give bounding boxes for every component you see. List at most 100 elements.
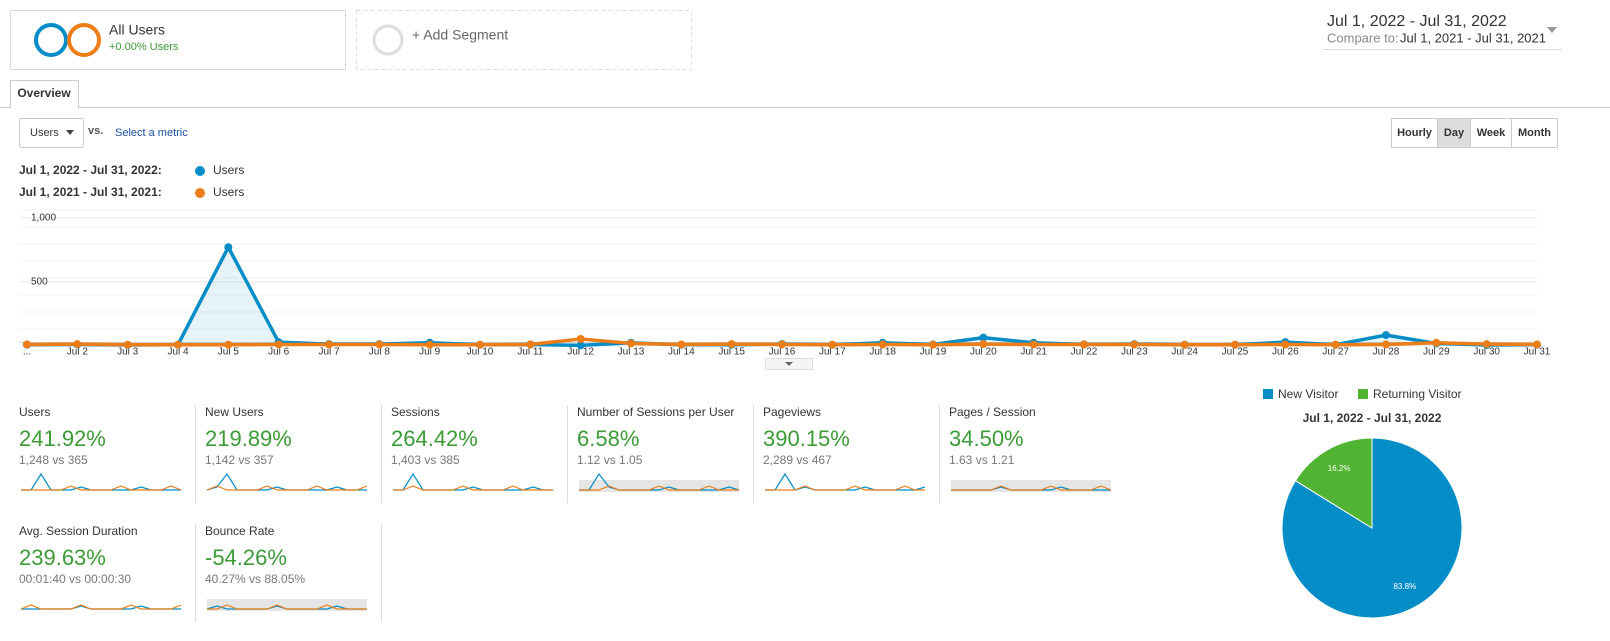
metric-name: Sessions	[391, 405, 440, 419]
x-tick-label: Jul 23	[1121, 347, 1148, 358]
legend-name: Users	[213, 163, 244, 177]
sparkline	[951, 485, 1112, 491]
metric-change: 390.15%	[763, 426, 850, 451]
overview-tab[interactable]: Overview	[10, 80, 79, 110]
x-tick-label: Jul 7	[318, 347, 340, 358]
dropdown-box	[19, 118, 84, 148]
data-point	[979, 340, 988, 349]
x-tick-label: Jul 15	[718, 347, 745, 358]
x-tick-label: Jul 8	[369, 347, 391, 358]
legend-label: New Visitor	[1278, 387, 1338, 401]
x-tick-label: Jul 24	[1171, 347, 1198, 358]
metric-comparison: 1.63 vs 1.21	[949, 453, 1015, 467]
x-tick-label: Jul 6	[268, 347, 290, 358]
button-label: Month	[1518, 127, 1551, 139]
x-tick-label: Jul 18	[869, 347, 896, 358]
legend-dot	[195, 166, 205, 176]
x-tick-label: Jul 26	[1272, 347, 1299, 358]
granularity-button[interactable]: Week	[1470, 118, 1512, 148]
data-point	[878, 340, 887, 349]
y-tick-label: 500	[31, 276, 48, 287]
x-tick-label: Jul 10	[467, 347, 494, 358]
legend-dot	[195, 188, 205, 198]
sparkline	[765, 485, 925, 491]
granularity-button[interactable]: Day	[1437, 118, 1471, 148]
metric-name: Number of Sessions per User	[577, 405, 734, 419]
metric-name: Avg. Session Duration	[19, 524, 138, 538]
sparkline	[20, 604, 182, 610]
x-tick-label: Jul 2	[67, 347, 89, 358]
metric-card[interactable]: Pages / Session 34.50% 1.63 vs 1.21	[949, 405, 1112, 492]
metric-name: Bounce Rate	[205, 524, 275, 538]
data-point	[1080, 340, 1088, 349]
metric-card[interactable]: Sessions 264.42% 1,403 vs 385	[391, 405, 553, 491]
legend-name: Users	[213, 185, 244, 199]
data-point	[979, 333, 988, 342]
data-point	[1281, 340, 1290, 349]
metric-card[interactable]: Avg. Session Duration 239.63% 00:01:40 vs …	[19, 524, 182, 610]
data-point	[778, 340, 786, 349]
granularity-button[interactable]: Hourly	[1391, 118, 1438, 148]
button-box	[1437, 118, 1471, 148]
collapse-handle[interactable]	[765, 358, 813, 370]
button-label: Day	[1444, 127, 1465, 139]
x-tick-label: Jul 13	[618, 347, 645, 358]
sparkline	[579, 485, 739, 491]
metric-change: -54.26%	[205, 545, 287, 570]
metric-comparison: 1,248 vs 365	[19, 453, 88, 467]
data-point	[677, 340, 686, 349]
y-tick-label: 1,000	[31, 212, 56, 223]
button-label: Hourly	[1397, 127, 1433, 139]
metric-card[interactable]: Bounce Rate -54.26% 40.27% vs 88.05%	[205, 524, 367, 611]
legend-swatch	[1263, 389, 1273, 399]
legend-period: Jul 1, 2021 - Jul 31, 2021:	[19, 185, 162, 199]
date-range: Jul 1, 2022 - Jul 31, 2022	[1327, 13, 1507, 30]
line-chart: Jul 1, 2022 - Jul 31, 2022: Users Jul 1, 2…	[19, 163, 1551, 357]
compare-label: Compare to:	[1327, 30, 1399, 45]
x-tick-label: Jul 3	[117, 347, 139, 358]
x-tick-label: Jul 14	[668, 347, 695, 358]
metric-dropdown[interactable]: Users	[19, 118, 84, 148]
metric-change: 239.63%	[19, 545, 106, 570]
metric-card[interactable]: Pageviews 390.15% 2,289 vs 467	[763, 405, 926, 491]
data-point	[1482, 340, 1491, 349]
metric-card[interactable]: Number of Sessions per User 6.58% 1.12 vs …	[577, 405, 740, 492]
metric-change: 34.50%	[949, 426, 1024, 451]
metric-summary: Users 241.92% 1,248 vs 365 New Users 219.89%…	[19, 405, 1112, 622]
slice-label: 16.2%	[1328, 464, 1351, 473]
metric-card[interactable]: New Users 219.89% 1,142 vs 357	[205, 405, 368, 491]
handle-arrow	[785, 362, 793, 366]
data-point	[828, 340, 837, 349]
metric-change: 241.92%	[19, 426, 106, 451]
data-point	[1533, 340, 1541, 349]
granularity-button[interactable]: Month	[1511, 118, 1558, 148]
segment-icon	[372, 24, 404, 56]
metric-comparison: 40.27% vs 88.05%	[205, 572, 305, 586]
pie-slice	[1294, 437, 1373, 529]
add-segment-label: + Add Segment	[412, 27, 508, 43]
metric-card[interactable]: Users 241.92% 1,248 vs 365	[19, 405, 182, 491]
tab-label: Overview	[17, 86, 71, 100]
data-point	[1180, 340, 1189, 349]
segment-all-users[interactable]: All Users +0.00% Users	[10, 10, 346, 70]
date-range-picker[interactable]: Jul 1, 2022 - Jul 31, 2022 Compare to: J…	[1323, 13, 1562, 50]
x-tick-label: Jul 28	[1373, 347, 1400, 358]
data-point	[727, 340, 736, 349]
select-metric-link[interactable]: Select a metric	[115, 127, 188, 139]
metric-comparison: 2,289 vs 467	[763, 453, 832, 467]
metric-comparison: 1,142 vs 357	[205, 453, 274, 467]
metric-name: Users	[19, 405, 50, 419]
sparkline	[393, 485, 553, 491]
add-segment[interactable]: + Add Segment	[356, 10, 692, 70]
legend-period: Jul 1, 2022 - Jul 31, 2022:	[19, 163, 162, 177]
data-point	[23, 340, 31, 349]
sparkline	[579, 472, 740, 491]
x-tick-label: Jul 9	[419, 347, 441, 358]
segment-box	[356, 10, 692, 70]
tab	[10, 80, 79, 108]
sparkline	[207, 604, 367, 610]
metric-name: Pages / Session	[949, 405, 1036, 419]
pie-chart: New Visitor Returning Visitor Jul 1, 2022 …	[1263, 387, 1463, 619]
x-tick-label: ...	[23, 347, 31, 358]
x-tick-label: Jul 22	[1071, 347, 1098, 358]
